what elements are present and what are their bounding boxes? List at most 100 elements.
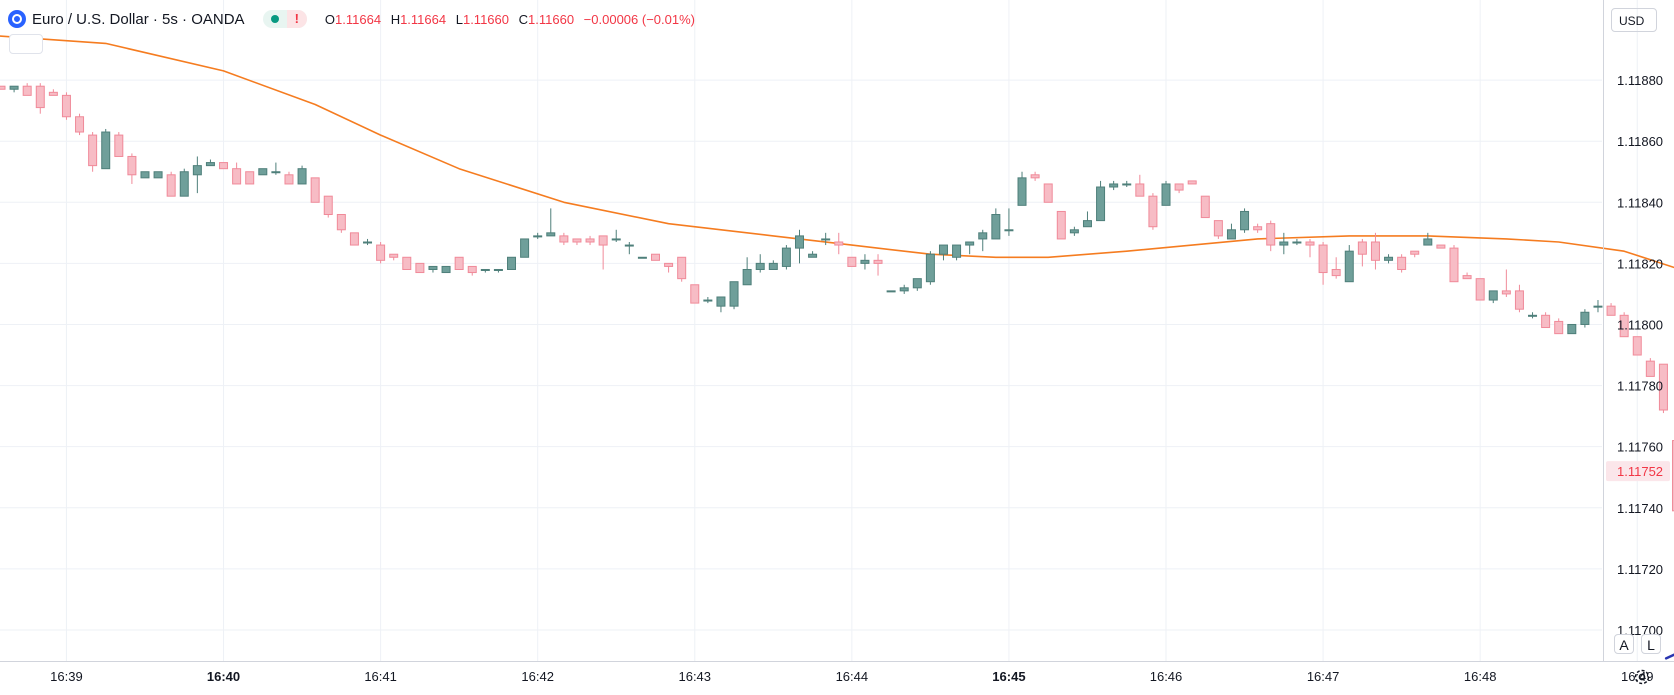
candle — [1344, 245, 1354, 283]
open-value: 1.11664 — [335, 11, 382, 27]
candle — [1135, 174, 1145, 197]
candle — [860, 254, 870, 270]
candle-body — [598, 235, 608, 246]
x-tick-label: 16:46 — [1150, 669, 1183, 684]
candle — [219, 162, 229, 170]
candle — [637, 256, 647, 259]
candle-body — [1043, 183, 1053, 203]
candle — [1174, 183, 1184, 194]
candle-body — [965, 241, 975, 246]
candle-body — [834, 241, 844, 246]
candle — [1384, 254, 1394, 264]
candle — [781, 245, 791, 270]
candle — [1672, 440, 1674, 512]
candle — [991, 208, 1001, 240]
candle-body — [454, 256, 464, 270]
legend-collapse-button[interactable] — [9, 34, 43, 54]
candle — [1462, 272, 1472, 280]
candle — [1109, 180, 1119, 191]
candle — [978, 229, 988, 252]
candle-body — [389, 253, 399, 258]
candle-body — [847, 256, 857, 267]
candle — [847, 256, 857, 267]
candle — [441, 265, 451, 274]
candle-body — [952, 244, 962, 258]
y-tick-label: 1.11860 — [1617, 134, 1663, 149]
candle-body — [860, 259, 870, 264]
candle-body — [1423, 238, 1433, 246]
candle-body — [1632, 336, 1642, 356]
candle-body — [480, 268, 490, 271]
candle-body — [1082, 220, 1092, 228]
symbol-title[interactable]: Euro / U.S. Dollar · 5s · OANDA — [32, 10, 245, 28]
candle-body — [729, 281, 739, 307]
market-status-pill[interactable]: ! — [262, 10, 307, 28]
settings-gear-icon[interactable] — [1632, 667, 1652, 687]
candle-body — [245, 171, 255, 185]
candle — [166, 171, 176, 197]
candle-body — [886, 290, 896, 293]
candle — [651, 253, 660, 261]
candle-body — [1645, 360, 1655, 377]
candle-body — [1541, 314, 1551, 329]
candle-body — [258, 168, 268, 176]
currency-selector[interactable]: USD — [1611, 8, 1657, 32]
candle — [389, 253, 399, 261]
candle — [61, 92, 71, 120]
candle — [232, 162, 242, 185]
candle — [245, 171, 255, 185]
candle-body — [664, 262, 674, 267]
candle — [1017, 171, 1027, 206]
candle-body — [1501, 290, 1511, 295]
candle-body — [585, 238, 595, 243]
candle — [925, 251, 935, 285]
candle — [1292, 238, 1302, 246]
log-scale-button[interactable]: L — [1641, 634, 1661, 654]
moving-average-line — [0, 35, 1674, 269]
candle — [755, 254, 765, 273]
candle — [258, 168, 268, 176]
candle — [1331, 257, 1341, 279]
candle — [140, 171, 150, 179]
auto-scale-button[interactable]: A — [1614, 634, 1634, 654]
candle-body — [624, 244, 634, 247]
candle-body — [925, 253, 935, 283]
candle — [1658, 363, 1668, 414]
candle-body — [1135, 183, 1145, 197]
open-key: O — [324, 11, 336, 27]
candle-body — [219, 162, 229, 170]
candle — [1593, 300, 1603, 313]
x-tick-label: 16:45 — [992, 669, 1025, 684]
candle-body — [1528, 314, 1538, 317]
candle-body — [703, 299, 713, 302]
candle — [1554, 318, 1564, 335]
candle — [363, 238, 373, 246]
candle — [1056, 210, 1066, 240]
candle-body — [1148, 195, 1158, 228]
candle-body — [1658, 363, 1668, 411]
candle-body — [1292, 241, 1302, 244]
candle — [1370, 232, 1380, 270]
candle-body — [1384, 256, 1394, 261]
candle-body — [192, 165, 202, 176]
candle-body — [1122, 183, 1132, 186]
candle — [22, 83, 32, 96]
candle-body — [428, 265, 438, 270]
candle — [1082, 211, 1092, 228]
candle — [402, 256, 412, 270]
candle-body — [232, 168, 242, 185]
candle-body — [271, 171, 281, 174]
candle — [794, 229, 804, 264]
candle — [1069, 226, 1079, 236]
candle-body — [1344, 250, 1354, 283]
annotation-markers — [1664, 653, 1674, 660]
high-key: H — [390, 11, 401, 27]
candle-body — [1449, 247, 1459, 283]
data-alert-badge[interactable]: ! — [286, 10, 307, 28]
candle — [952, 244, 962, 261]
candle — [559, 232, 569, 246]
candle — [1096, 180, 1106, 222]
candle — [271, 162, 281, 175]
candle-body — [363, 241, 373, 244]
